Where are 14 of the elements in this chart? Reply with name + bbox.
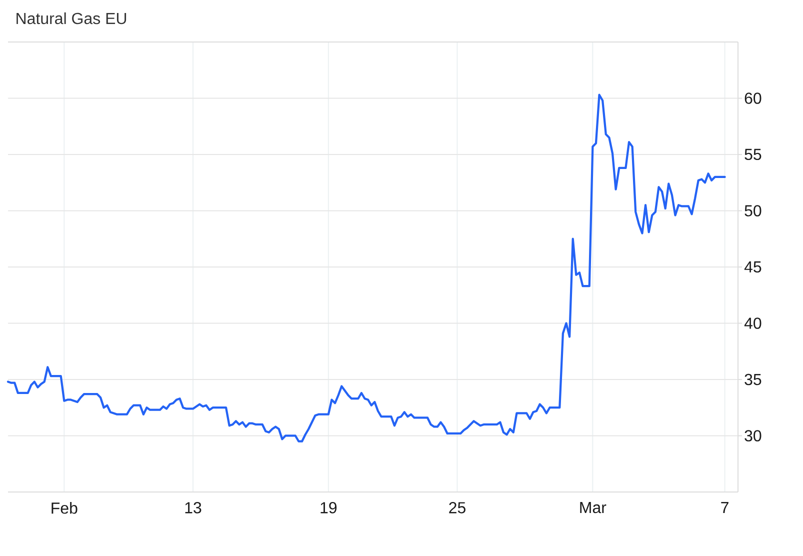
y-tick-label: 50 — [744, 205, 762, 216]
y-tick-label: 30 — [744, 430, 762, 442]
y-tick-label: 45 — [744, 261, 762, 273]
x-tick-label: 19 — [320, 502, 337, 514]
y-tick-label: 35 — [744, 374, 762, 386]
y-tick-label: 60 — [744, 92, 762, 104]
x-tick-label: 7 — [721, 502, 728, 514]
x-tick-label: 13 — [185, 502, 202, 514]
x-tick-label: 25 — [449, 502, 466, 514]
chart-title: Natural Gas EU — [16, 12, 126, 24]
y-tick-label: 55 — [744, 148, 762, 160]
y-tick-label: 40 — [744, 318, 762, 329]
x-tick-label: Feb — [52, 502, 78, 514]
x-tick-label: Mar — [580, 502, 606, 514]
